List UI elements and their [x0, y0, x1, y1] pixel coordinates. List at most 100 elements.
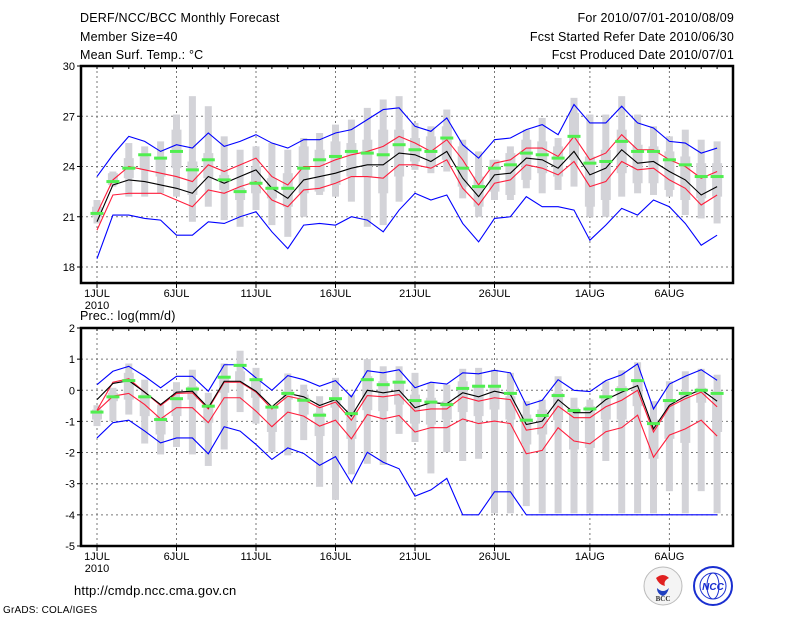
prec-panel: 2 1 0 -1 -2 -3 -4 -5 1JUL 6JUL 11JUL 16JUL 21JUL 26JU… [65, 323, 735, 575]
prec-range-bar [109, 387, 117, 422]
prec-median-mark [122, 379, 136, 383]
prec-quartile-box [584, 406, 595, 448]
temp-quartile-box [346, 143, 357, 177]
prec-xtick-label: 6AUG [654, 551, 684, 563]
prec-median-mark [424, 400, 438, 404]
prec-range-bar [570, 397, 578, 514]
temp-median-mark [360, 151, 374, 155]
prec-line-min [96, 419, 718, 516]
temp-median-mark [599, 159, 613, 163]
temp-quartile-box [107, 173, 118, 185]
prec-median-mark [313, 413, 327, 417]
temp-range-bar [188, 96, 196, 222]
started-date: Fcst Started Refer Date 2010/06/30 [529, 30, 734, 44]
temp-median-mark [678, 163, 692, 167]
temp-median-mark [551, 156, 565, 160]
prec-median-mark [138, 395, 152, 399]
temp-line-min [96, 192, 718, 259]
temp-xtick-label: 1JUL [84, 288, 110, 300]
temp-quartile-box [712, 163, 723, 197]
temp-quartile-box [219, 174, 230, 190]
temp-quartile-box [680, 156, 691, 200]
prec-quartile-box [203, 404, 214, 423]
prec-range-bar [316, 396, 324, 487]
temp-year-label: 2010 [85, 300, 109, 312]
temp-median-mark [631, 149, 645, 153]
prec-quartile-box [632, 381, 643, 407]
prec-median-mark [472, 384, 486, 388]
prec-frame [79, 326, 735, 548]
prec-quartile-box [664, 401, 675, 439]
temp-median-mark [710, 175, 724, 179]
temp-quartile-box [251, 166, 261, 194]
prec-quartile-box [251, 379, 261, 398]
prec-quartile-box [123, 372, 134, 400]
temp-median-mark [233, 190, 247, 194]
temp-quartile-box [473, 176, 484, 207]
grads-credit: GrADS: COLA/IGES [3, 605, 98, 616]
prec-xtick-label: 1JUL [84, 551, 110, 563]
prec-quartile-box [298, 394, 309, 415]
prec-median-mark [647, 422, 660, 426]
temp-quartile-box [441, 126, 452, 160]
prec-quartile-box [569, 407, 579, 450]
prec-quartile-box [266, 407, 277, 433]
prec-quartile-box [92, 409, 102, 420]
prec-median-mark [551, 394, 565, 398]
prec-range-bar [602, 381, 610, 461]
prec-quartile-box [378, 381, 389, 412]
prec-median-mark [662, 399, 676, 403]
prec-median-mark [408, 399, 422, 403]
prec-median-mark [440, 403, 454, 407]
prec-quartile-box [362, 376, 373, 411]
prec-ytick-label: 1 [69, 354, 75, 366]
temp-median-mark [344, 149, 358, 153]
prec-median-mark [583, 407, 597, 411]
temp-xtick-label: 16JUL [320, 288, 352, 300]
prec-range-bar [618, 370, 626, 514]
temp-quartile-box [553, 146, 564, 177]
temp-quartile-box [648, 146, 659, 184]
prec-range-bar [284, 373, 292, 456]
temp-median-mark [519, 151, 533, 155]
temp-line-mean [96, 148, 718, 222]
temp-quartile-box [139, 156, 150, 170]
temp-quartile-box [521, 139, 532, 180]
temp-median-mark [392, 143, 406, 147]
temp-xtick-label: 1AUG [575, 288, 605, 300]
prec-quartile-box [680, 394, 691, 443]
prec-median-mark [360, 378, 374, 382]
temp-median-mark [615, 139, 629, 143]
temp-median-mark [138, 153, 152, 157]
prec-median-mark [456, 386, 470, 390]
prec-ytick-label: 0 [69, 385, 75, 397]
temp-line-meansd [96, 133, 718, 214]
temp-quartile-box [282, 173, 293, 207]
temp-quartile-box [696, 163, 707, 199]
prec-quartile-box [235, 371, 246, 382]
chart-title: DERF/NCC/BCC Monthly Forecast [80, 11, 280, 25]
temp-median-mark [329, 154, 342, 158]
prec-range-bar [538, 399, 546, 514]
prec-quartile-box [394, 380, 405, 405]
forecast-period: For 2010/07/01-2010/08/09 [577, 11, 734, 25]
temp-xtick-label: 6AUG [654, 288, 684, 300]
temp-median-mark [249, 181, 263, 185]
prec-quartile-box [537, 409, 548, 435]
prec-quartile-box [600, 397, 611, 420]
prec-quartile-box [171, 397, 182, 417]
temp-panel: 18 21 24 27 30 1JUL 6JUL 11JUL 16JUL 21JUL 26JUL 1A… [63, 61, 735, 312]
temp-xtick-label: 26JUL [479, 288, 511, 300]
temp-quartile-box [314, 149, 325, 192]
prec-quartile-box [425, 397, 436, 425]
website-url[interactable]: http://cmdp.ncc.cma.gov.cn [74, 583, 237, 598]
prec-ytick-label: 2 [69, 323, 75, 335]
prec-median-mark [567, 409, 581, 413]
temp-median-mark [456, 166, 470, 170]
temp-frame [79, 64, 735, 285]
prec-median-mark [233, 363, 247, 367]
temp-ytick-label: 24 [63, 162, 75, 174]
prec-range-bar [713, 374, 721, 514]
temp-quartile-box [235, 188, 246, 200]
temp-median-mark [265, 186, 279, 190]
